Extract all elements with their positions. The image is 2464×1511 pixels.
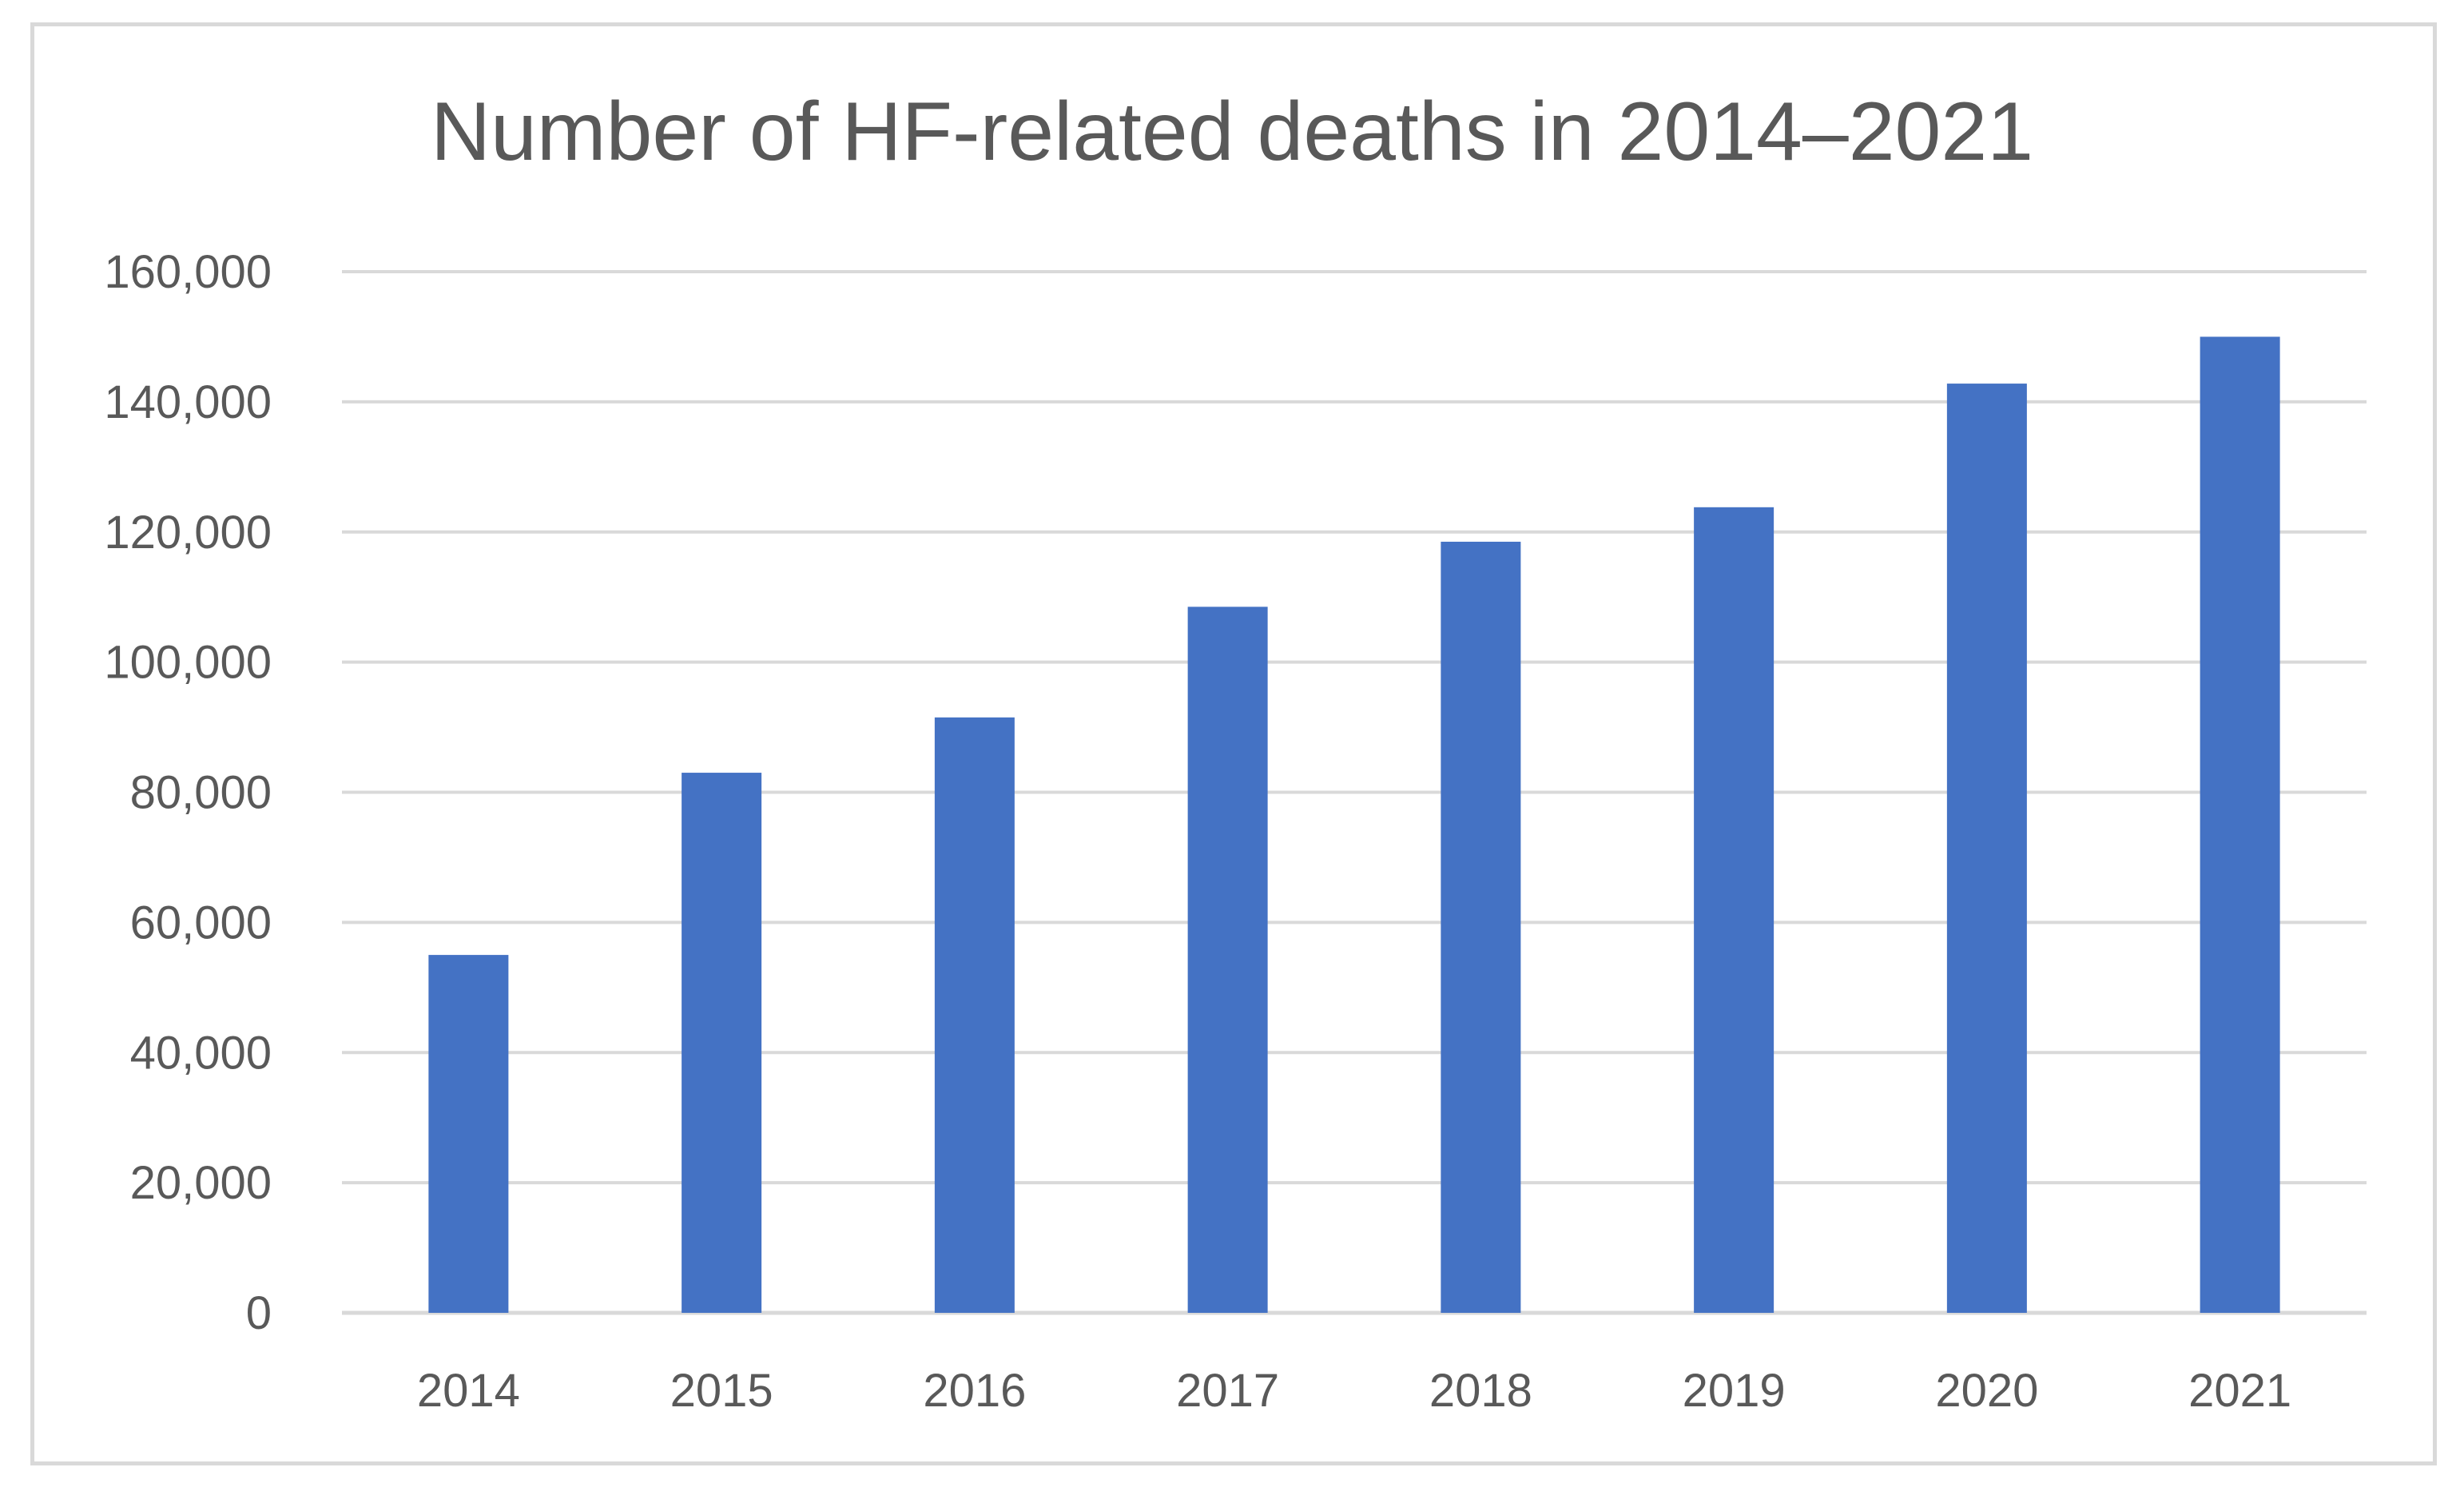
bars	[428, 336, 2280, 1313]
y-tick-label: 0	[246, 1287, 272, 1339]
bar-2016	[934, 717, 1015, 1313]
x-axis-tick-labels: 2014 2015 2016 2017 2018 2019 2020 2021	[417, 1365, 2291, 1417]
y-tick-label: 40,000	[130, 1027, 272, 1079]
x-tick-label-2018: 2018	[1429, 1365, 1532, 1417]
bar-2015	[682, 773, 762, 1313]
y-tick-label: 60,000	[130, 897, 272, 948]
x-tick-label-2019: 2019	[1683, 1365, 1786, 1417]
x-tick-label-2015: 2015	[670, 1365, 773, 1417]
x-tick-label-2017: 2017	[1176, 1365, 1279, 1417]
bar-2019	[1694, 507, 1774, 1313]
y-tick-label: 160,000	[104, 246, 272, 298]
bar-2014	[428, 955, 509, 1313]
y-tick-label: 20,000	[130, 1157, 272, 1209]
y-axis-tick-labels: 0 20,000 40,000 60,000 80,000 100,000 120,000 1…	[104, 246, 272, 1339]
bar-2021	[2200, 336, 2280, 1313]
x-tick-label-2020: 2020	[1935, 1365, 2038, 1417]
bar-2018	[1441, 541, 1521, 1313]
chart-title: Number of HF-related deaths in 2014–2021	[431, 85, 2033, 178]
bar-2017	[1187, 606, 1268, 1313]
x-tick-label-2014: 2014	[417, 1365, 520, 1417]
y-tick-label: 80,000	[130, 767, 272, 819]
bar-2020	[1946, 384, 2027, 1313]
x-tick-label-2021: 2021	[2188, 1365, 2291, 1417]
y-tick-label: 120,000	[104, 507, 272, 559]
y-tick-label: 100,000	[104, 637, 272, 689]
gridlines	[342, 270, 2367, 1315]
x-tick-label-2016: 2016	[923, 1365, 1026, 1417]
y-tick-label: 140,000	[104, 376, 272, 428]
